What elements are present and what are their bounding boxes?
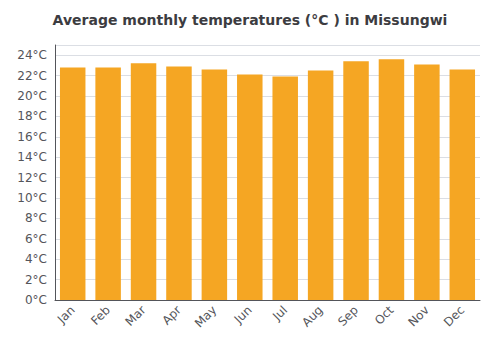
svg-text:22°C: 22°C (17, 69, 47, 83)
svg-text:Aug: Aug (299, 303, 325, 329)
svg-text:8°C: 8°C (25, 211, 47, 225)
svg-text:May: May (192, 303, 219, 330)
svg-text:20°C: 20°C (17, 89, 47, 103)
svg-text:0°C: 0°C (25, 293, 47, 307)
svg-text:Sep: Sep (335, 303, 361, 329)
svg-text:Dec: Dec (441, 303, 467, 329)
svg-text:Apr: Apr (159, 303, 184, 328)
svg-text:Mar: Mar (123, 303, 149, 329)
svg-text:Oct: Oct (372, 303, 397, 328)
svg-text:18°C: 18°C (17, 109, 47, 123)
svg-text:Jul: Jul (269, 303, 290, 324)
svg-text:Nov: Nov (405, 303, 431, 329)
svg-text:2°C: 2°C (25, 273, 47, 287)
svg-text:24°C: 24°C (17, 48, 47, 62)
svg-text:4°C: 4°C (25, 252, 47, 266)
svg-text:16°C: 16°C (17, 130, 47, 144)
svg-text:14°C: 14°C (17, 150, 47, 164)
svg-text:Feb: Feb (88, 303, 113, 328)
svg-text:6°C: 6°C (25, 232, 47, 246)
svg-text:10°C: 10°C (17, 191, 47, 205)
svg-text:Average monthly temperatures (: Average monthly temperatures (°C ) in Mi… (53, 12, 448, 28)
svg-text:Jun: Jun (231, 303, 255, 327)
svg-text:Jan: Jan (54, 303, 78, 327)
svg-text:12°C: 12°C (17, 171, 47, 185)
